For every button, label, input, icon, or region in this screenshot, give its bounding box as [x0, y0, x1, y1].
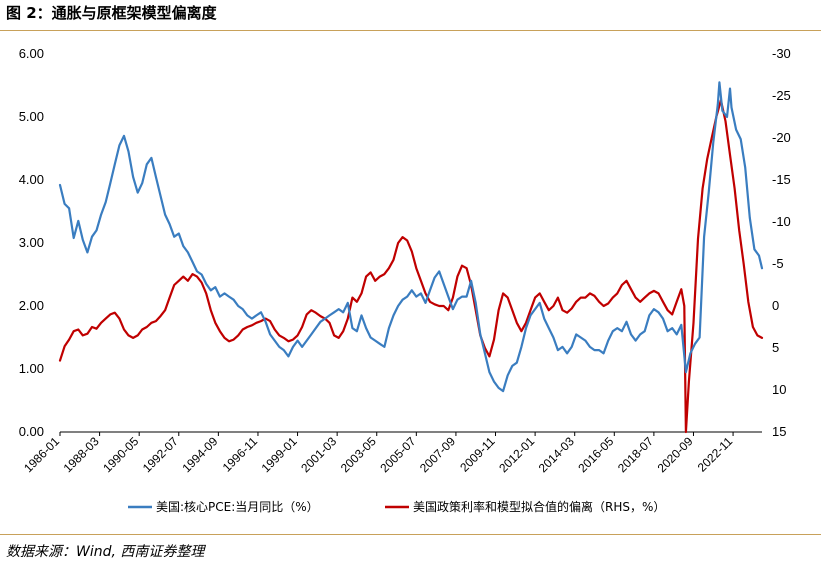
x-tick-label: 1988-03	[61, 434, 102, 475]
x-tick-label: 1992-07	[140, 434, 181, 475]
right-tick-label: 10	[772, 382, 786, 397]
x-tick-label: 2003-05	[338, 434, 379, 475]
x-tick-label: 2007-09	[417, 434, 458, 475]
chart-title: 图 2：通胀与原框架模型偏离度	[6, 4, 217, 22]
x-tick-label: 1994-09	[179, 434, 220, 475]
x-tick-label: 2014-03	[536, 434, 577, 475]
right-tick-label: -15	[772, 172, 791, 187]
right-tick-label: -30	[772, 46, 791, 61]
right-axis-ticks: 15 10 5 0 -5 -10 -15 -20 -25 -30	[772, 46, 791, 439]
series-lines	[58, 81, 764, 434]
legend-core-pce-label: 美国:核心PCE:当月同比（%）	[156, 500, 319, 514]
right-tick-label: -25	[772, 88, 791, 103]
x-tick-label: 2001-03	[298, 434, 339, 475]
x-tick-label: 1996-11	[220, 434, 261, 475]
x-tick-label: 1986-01	[21, 434, 62, 475]
right-tick-label: -20	[772, 130, 791, 145]
left-tick-label: 3.00	[19, 235, 44, 250]
right-tick-label: -10	[772, 214, 791, 229]
core-pce-line	[58, 81, 764, 393]
left-tick-label: 4.00	[19, 172, 44, 187]
source-note: 数据来源：Wind, 西南证券整理	[6, 544, 205, 560]
x-tick-label: 2005-07	[377, 434, 418, 475]
x-tick-label: 2016-05	[575, 434, 616, 475]
x-tick-label: 1999-01	[259, 434, 300, 475]
left-tick-label: 0.00	[19, 424, 44, 439]
left-tick-label: 2.00	[19, 298, 44, 313]
legend: 美国:核心PCE:当月同比（%） 美国政策利率和模型拟合值的偏离（RHS，%）	[128, 499, 665, 514]
x-tick-label: 1990-05	[100, 434, 141, 475]
left-tick-label: 1.00	[19, 361, 44, 376]
right-tick-label: 15	[772, 424, 786, 439]
left-tick-label: 6.00	[19, 46, 44, 61]
left-tick-label: 5.00	[19, 109, 44, 124]
legend-deviation-label: 美国政策利率和模型拟合值的偏离（RHS，%）	[413, 499, 665, 514]
left-axis-ticks: 0.00 1.00 2.00 3.00 4.00 5.00 6.00	[19, 46, 44, 439]
top-divider	[0, 30, 821, 31]
right-tick-label: -5	[772, 256, 784, 271]
x-tick-label: 2009-11	[457, 434, 498, 475]
deviation-line	[58, 99, 764, 434]
x-tick-label: 2018-07	[615, 434, 656, 475]
x-tick-label: 2022-11	[695, 434, 736, 475]
right-tick-label: 0	[772, 298, 779, 313]
right-tick-label: 5	[772, 340, 779, 355]
x-tick-label: 2012-01	[496, 434, 537, 475]
x-tick-label: 2020-09	[655, 434, 696, 475]
bottom-divider	[0, 534, 821, 535]
